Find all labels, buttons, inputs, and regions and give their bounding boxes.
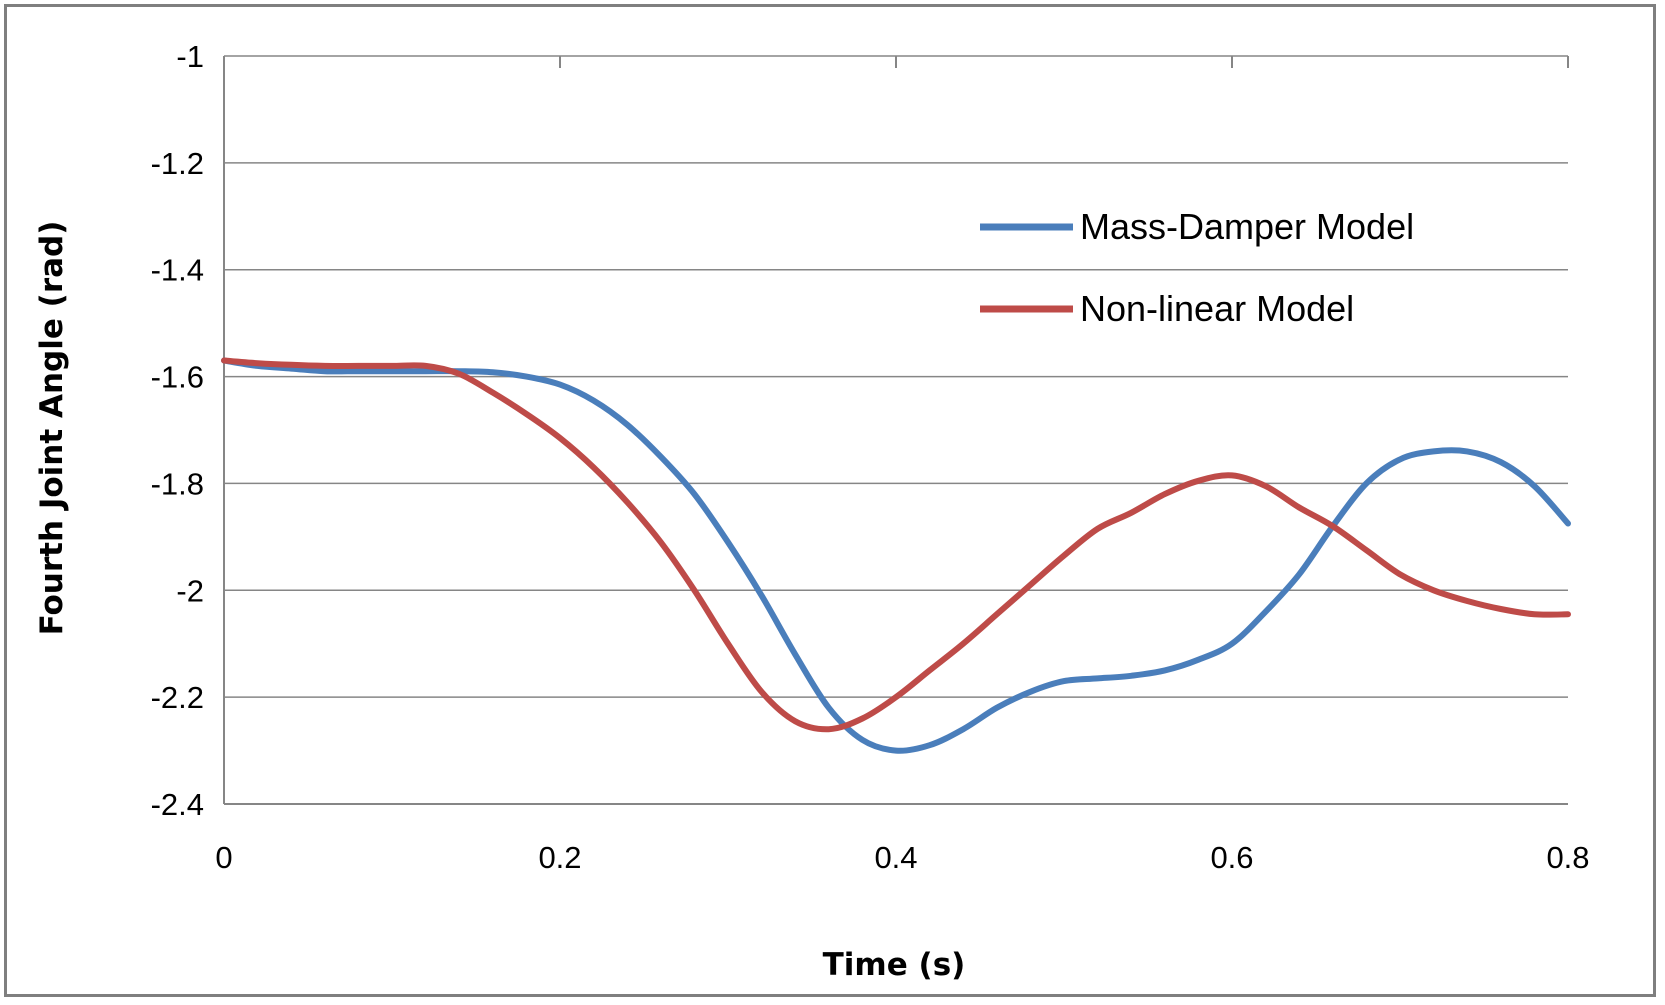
x-tick-label: 0.8	[1546, 840, 1589, 875]
y-tick-label: -2	[176, 573, 204, 608]
chart-frame	[4, 4, 1656, 997]
x-tick-label: 0.2	[538, 840, 581, 875]
y-tick-label: -1	[176, 39, 204, 74]
series-lines	[221, 357, 1571, 754]
grid-lines	[224, 55, 1568, 805]
y-tick-labels: -1 -1.2 -1.4 -1.6 -1.8 -2 -2.2 -2.4	[151, 39, 204, 822]
y-axis-title: Fourth Joint Angle (rad)	[34, 221, 70, 636]
y-tick-label: -1.8	[151, 466, 204, 501]
y-tick-label: -1.2	[151, 146, 204, 181]
x-tick-labels: 0 0.2 0.4 0.6 0.8	[215, 840, 1589, 875]
y-tick-label: -1.6	[151, 360, 204, 395]
legend-label-mass-damper: Mass-Damper Model	[1080, 206, 1414, 247]
y-tick-label: -2.2	[151, 680, 204, 715]
x-axis-title: Time (s)	[823, 947, 966, 983]
series-line-mass-damper	[221, 357, 1571, 754]
x-tick-label: 0.4	[874, 840, 917, 875]
legend: Mass-Damper Model Non-linear Model	[980, 206, 1414, 329]
x-tick-label: 0.6	[1210, 840, 1253, 875]
legend-label-non-linear: Non-linear Model	[1080, 288, 1354, 329]
y-tick-label: -1.4	[151, 253, 204, 288]
series-line-non-linear	[221, 357, 1571, 733]
x-tick-label: 0	[215, 840, 232, 875]
y-tick-label: -2.4	[151, 787, 204, 822]
axes	[223, 56, 1569, 805]
